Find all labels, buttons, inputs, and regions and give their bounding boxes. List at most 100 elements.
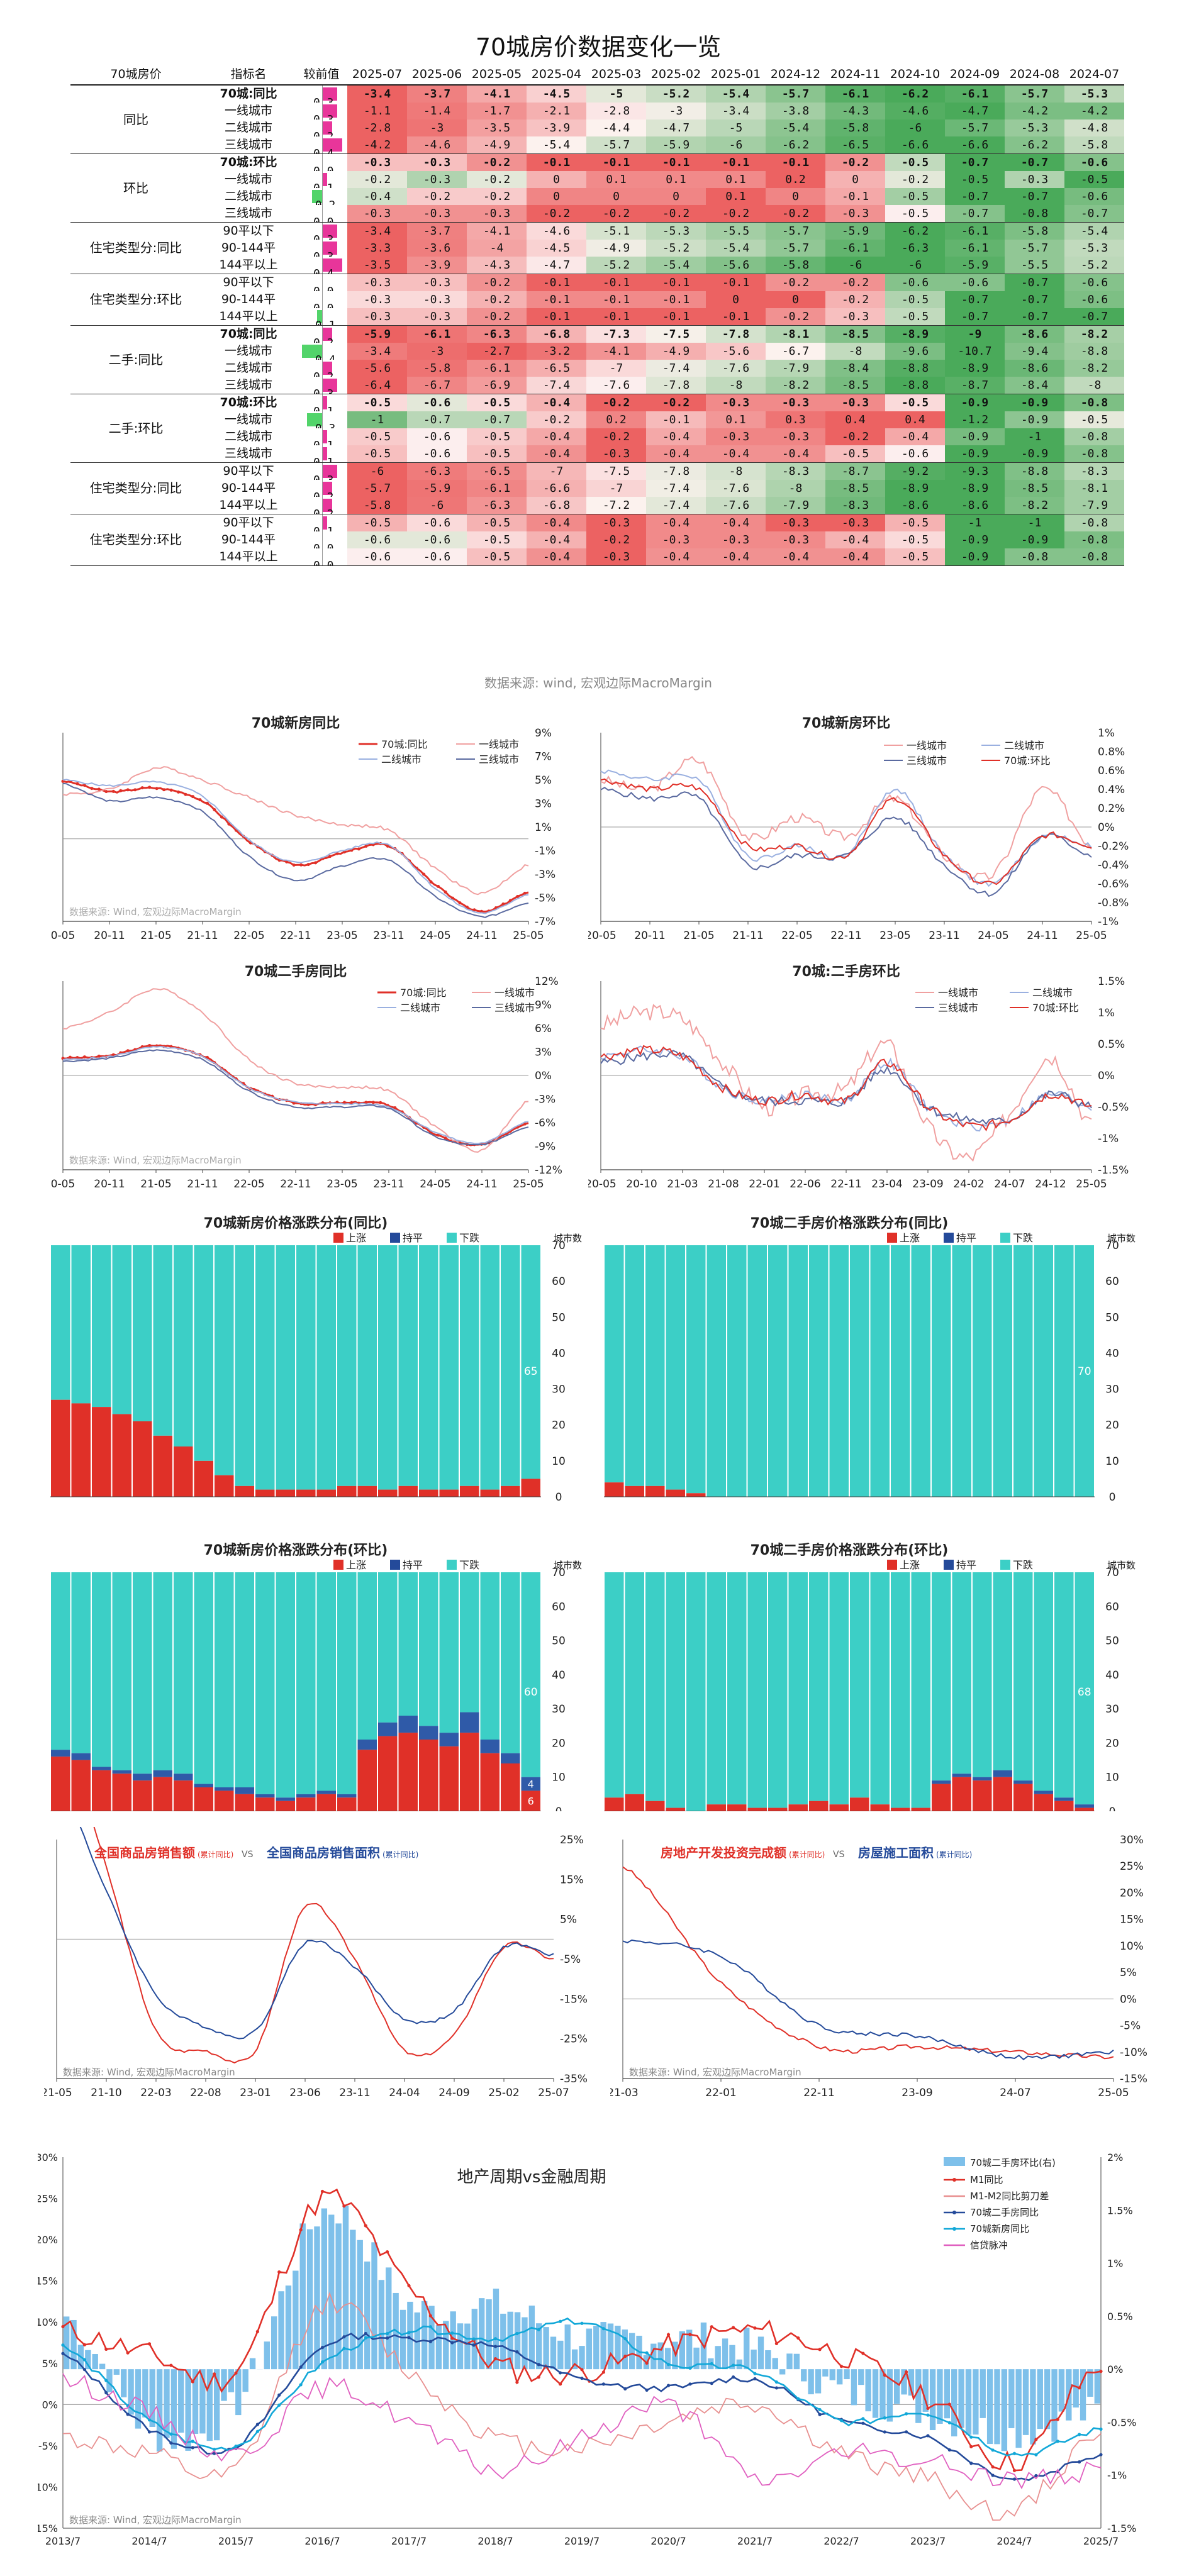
series-point bbox=[753, 2377, 757, 2380]
series-point bbox=[407, 2331, 411, 2334]
series-point bbox=[1012, 2451, 1017, 2455]
bar bbox=[1044, 2369, 1051, 2429]
series-point bbox=[623, 2336, 627, 2341]
y-tick-label: 30 bbox=[1105, 1384, 1119, 1396]
bar bbox=[844, 2369, 850, 2380]
value-cell: -0.8 bbox=[1064, 445, 1124, 463]
x-tick-label: 24-11 bbox=[466, 930, 497, 942]
group-label: 住宅类型分:环比 bbox=[70, 274, 201, 326]
row-label: 90-144平 bbox=[221, 533, 276, 547]
table-row: 144平以上 -0.1 -0.3 -0.3 -0.2 -0.1 -0.1 -0.1 -0.1 -0… bbox=[70, 308, 1124, 326]
value-cell: -0.5 bbox=[825, 445, 885, 463]
value-cell: -8.2 bbox=[766, 377, 825, 394]
value-cell: -7 bbox=[586, 360, 646, 377]
value-cell: -0.6 bbox=[407, 548, 467, 566]
series-point bbox=[905, 2370, 908, 2374]
bar bbox=[1080, 2369, 1086, 2421]
legend-label: 三线城市 bbox=[494, 1002, 535, 1014]
bar-up bbox=[276, 1489, 295, 1497]
value-cell: -0.2 bbox=[586, 531, 646, 548]
value-cell: -0.9 bbox=[1005, 531, 1064, 548]
legend-label: 70城二手房同比 bbox=[970, 2207, 1039, 2218]
vs-label: VS bbox=[242, 1850, 254, 1860]
value-cell: -0.1 bbox=[527, 274, 586, 291]
value-cell: -0.3 bbox=[706, 394, 766, 411]
bar-down bbox=[993, 1245, 1012, 1497]
bar bbox=[915, 2369, 922, 2423]
y-tick-label: 70 bbox=[1105, 1567, 1119, 1579]
value-cell: -4.2 bbox=[1005, 103, 1064, 119]
bar bbox=[922, 2369, 929, 2412]
chart-title: 70城二手房价格涨跌分布(同比) bbox=[751, 1215, 949, 1231]
bar bbox=[421, 2301, 428, 2370]
bar bbox=[364, 2261, 371, 2370]
series-point bbox=[148, 786, 152, 789]
value-cell: -0.6 bbox=[407, 445, 467, 463]
value-cell: 0.2 bbox=[586, 411, 646, 428]
value-cell: -3.3 bbox=[347, 240, 407, 257]
series-point bbox=[537, 2375, 540, 2379]
value-cell: -0.1 bbox=[646, 291, 706, 308]
series-point bbox=[947, 2448, 951, 2452]
bar-flat bbox=[993, 1770, 1012, 1777]
x-tick-label: 2015/7 bbox=[218, 2535, 254, 2547]
series-point bbox=[213, 2372, 216, 2376]
series-point bbox=[205, 801, 209, 805]
series-point bbox=[450, 2331, 454, 2335]
change-bar bbox=[322, 328, 332, 341]
bar bbox=[1037, 2369, 1043, 2429]
value-cell: -0.4 bbox=[706, 445, 766, 463]
value-cell: -7.5 bbox=[586, 462, 646, 480]
bar-down bbox=[460, 1572, 479, 1713]
series-point bbox=[1034, 2438, 1038, 2441]
bar-flat bbox=[296, 1794, 316, 1798]
series-point bbox=[350, 1101, 354, 1104]
chart-title: 房地产开发投资完成额 bbox=[661, 1845, 786, 1860]
bar-flat bbox=[51, 1750, 70, 1757]
y-tick-label: -3% bbox=[535, 1094, 555, 1106]
y-tick-label: 1% bbox=[1098, 1007, 1115, 1019]
bar-up bbox=[419, 1740, 438, 1811]
series-line bbox=[62, 782, 529, 918]
value-cell: -4.9 bbox=[467, 136, 527, 154]
y-tick-label-left: 15% bbox=[38, 2275, 58, 2287]
value-cell: -0.2 bbox=[885, 171, 945, 188]
legend-swatch bbox=[887, 1560, 897, 1570]
bar-up bbox=[666, 1807, 685, 1811]
series-point bbox=[234, 2371, 238, 2375]
bar bbox=[600, 2322, 606, 2370]
value-cell: -9.6 bbox=[885, 343, 945, 360]
y-tick-label: 60 bbox=[552, 1275, 566, 1288]
change-cell: 0.2 bbox=[296, 119, 347, 136]
series-point bbox=[169, 788, 173, 792]
bar-up bbox=[439, 1489, 459, 1497]
y-tick-label: 0% bbox=[1098, 1070, 1115, 1082]
row-label: 三线城市 bbox=[201, 445, 296, 463]
bar-up bbox=[521, 1790, 540, 1811]
legend-label: 一线城市 bbox=[494, 987, 535, 999]
value-cell: -8.5 bbox=[825, 480, 885, 497]
series-point bbox=[774, 2386, 778, 2390]
bar-down bbox=[788, 1572, 808, 1805]
x-tick-label: 21-10 bbox=[91, 2087, 121, 2099]
bar-up bbox=[727, 1804, 747, 1811]
value-cell: -4.8 bbox=[1064, 119, 1124, 136]
bar bbox=[744, 2328, 750, 2370]
series-point bbox=[97, 1054, 101, 1058]
series-point bbox=[774, 2341, 778, 2345]
change-value: 0.2 bbox=[313, 370, 334, 377]
change-bar bbox=[322, 258, 342, 272]
bar-down bbox=[296, 1572, 316, 1794]
value-cell: -1.7 bbox=[467, 103, 527, 119]
value-cell: -8.9 bbox=[885, 480, 945, 497]
series-point bbox=[883, 2430, 886, 2434]
bar-up bbox=[215, 1790, 234, 1811]
value-cell: -4.6 bbox=[885, 103, 945, 119]
value-cell: -5.7 bbox=[766, 222, 825, 240]
series-point bbox=[393, 1106, 397, 1109]
bar-up bbox=[215, 1475, 234, 1497]
row-label: 二线城市 bbox=[224, 121, 272, 135]
series-line bbox=[62, 2373, 1102, 2490]
value-cell: 0.1 bbox=[586, 171, 646, 188]
row-label: 144平以上 bbox=[201, 497, 296, 514]
